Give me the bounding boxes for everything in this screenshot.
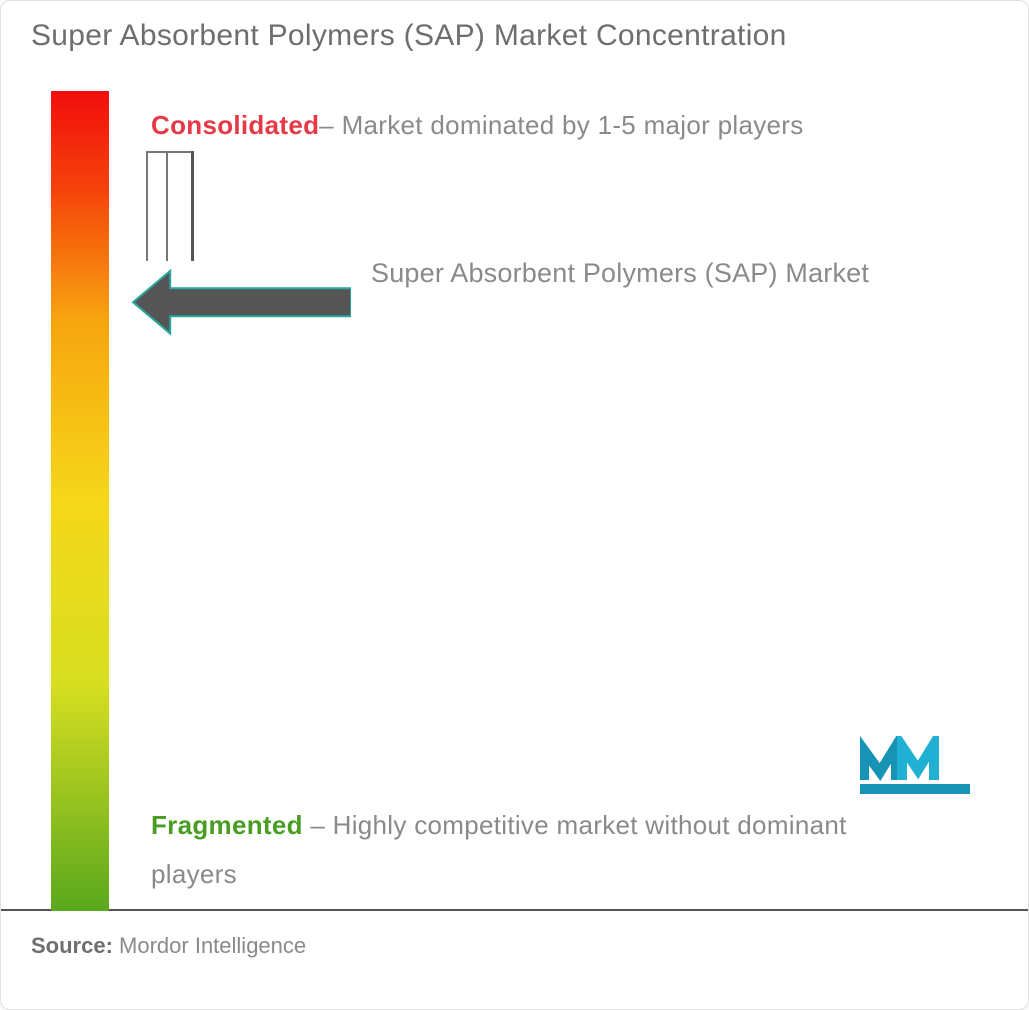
market-pointer-label: Super Absorbent Polymers (SAP) Market (371, 251, 971, 297)
consolidated-keyword: Consolidated (151, 110, 319, 140)
source-label: Source: (31, 933, 113, 958)
fragmented-keyword: Fragmented (151, 810, 303, 840)
chart-area: Consolidated– Market dominated by 1-5 ma… (1, 91, 1029, 911)
consolidated-description: – Market dominated by 1-5 major players (319, 110, 803, 140)
chart-title: Super Absorbent Polymers (SAP) Market Co… (31, 19, 787, 53)
consolidated-label: Consolidated– Market dominated by 1-5 ma… (151, 101, 911, 150)
market-pointer-arrow (131, 263, 351, 346)
chart-card: Super Absorbent Polymers (SAP) Market Co… (0, 0, 1029, 1010)
source-attribution: Source: Mordor Intelligence (31, 933, 306, 959)
concentration-gradient-bar (51, 91, 109, 911)
source-value: Mordor Intelligence (113, 933, 306, 958)
brand-logo (860, 736, 970, 801)
mi-logo-icon (860, 736, 970, 796)
arrow-left-icon (131, 263, 351, 341)
fragmented-label: Fragmented – Highly competitive market w… (151, 801, 911, 900)
leader-lines (146, 151, 206, 261)
